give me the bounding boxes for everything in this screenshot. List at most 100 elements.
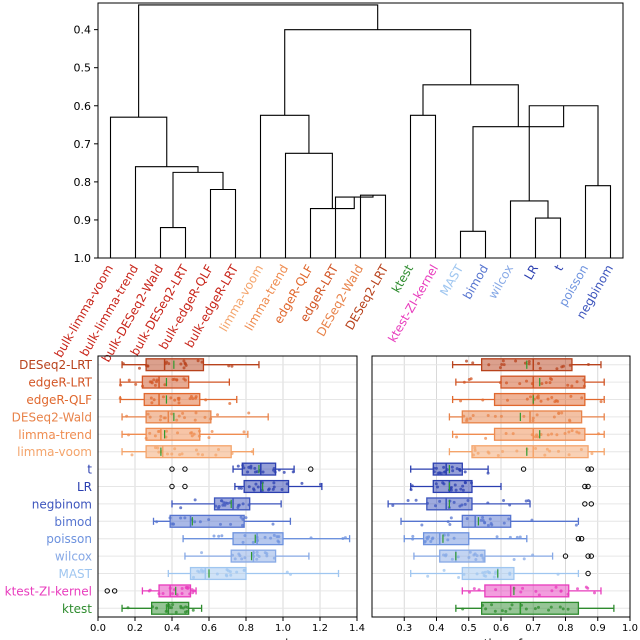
boxplot-point xyxy=(493,609,497,613)
boxplot-xtick-label: 0.7 xyxy=(525,623,541,634)
boxplot-point xyxy=(559,589,563,593)
boxplot-point xyxy=(119,383,123,387)
boxplot-point xyxy=(249,464,253,468)
dendrogram-link xyxy=(422,84,519,127)
boxplot-point xyxy=(543,453,547,457)
boxplot-point xyxy=(481,603,485,607)
boxplot-point xyxy=(561,607,565,611)
dendrogram-ytick-label: 0.4 xyxy=(74,24,92,37)
boxplot-point xyxy=(493,414,497,418)
boxplot-point xyxy=(251,540,255,544)
boxplot-point xyxy=(176,431,180,435)
boxplot-category-label: bimod xyxy=(54,515,92,529)
boxplot-point xyxy=(201,453,205,457)
boxplot-point xyxy=(577,431,581,435)
boxplot-point xyxy=(453,483,457,487)
boxplot-point xyxy=(170,522,174,526)
boxplot-point xyxy=(446,533,450,537)
boxplot-point xyxy=(481,516,485,520)
boxplot-point xyxy=(272,481,276,485)
boxplot-box xyxy=(432,479,473,494)
boxplot-box xyxy=(480,601,580,615)
boxplot-point xyxy=(272,485,276,489)
boxplot-point xyxy=(548,381,552,385)
boxplot-flier xyxy=(169,466,175,472)
boxplot-box xyxy=(461,410,583,424)
boxplot-point xyxy=(518,382,522,386)
boxplot-point xyxy=(535,413,539,417)
boxplot-point xyxy=(214,504,218,508)
boxplot-point xyxy=(544,381,548,385)
boxplot-category-label: limma-voom xyxy=(17,445,92,459)
boxplot-point xyxy=(536,394,540,398)
zeros-boxplot-panel: 0.3 0.4 0.5 0.6 0.7 0.8 0.9 1.0 proportion of ze… xyxy=(371,355,638,640)
boxplot-point xyxy=(271,487,275,491)
boxplot-xlabel: average gene expression xyxy=(152,637,303,640)
boxplot-point xyxy=(568,363,572,367)
boxplot-point xyxy=(501,359,505,363)
boxplot-point xyxy=(158,418,162,422)
boxplot-point xyxy=(452,500,456,504)
boxplot-point xyxy=(166,452,170,456)
dendrogram-ytick-label: 0.6 xyxy=(74,100,92,113)
boxplot-point xyxy=(434,466,438,470)
boxplot-point xyxy=(508,572,512,576)
boxplot-point xyxy=(534,446,538,450)
boxplot-point xyxy=(220,499,224,503)
boxplot-point xyxy=(227,364,231,368)
boxplot-point xyxy=(199,568,203,572)
boxplot-point xyxy=(461,488,465,492)
boxplot-point xyxy=(161,592,165,596)
boxplot-point xyxy=(200,551,204,555)
boxplot-point xyxy=(151,605,155,609)
boxplot-point xyxy=(255,557,259,561)
boxplot-point xyxy=(253,466,257,470)
boxplot-point xyxy=(471,361,475,365)
boxplot-point xyxy=(486,414,490,418)
boxplot-point xyxy=(184,586,188,590)
boxplot-point xyxy=(192,589,196,593)
boxplot-point xyxy=(194,448,198,452)
boxplot-point xyxy=(241,463,245,467)
boxplot-point xyxy=(507,517,511,521)
boxplot-point xyxy=(223,503,227,507)
boxplot-flier xyxy=(585,570,591,577)
boxplot-point xyxy=(159,414,163,418)
boxplot-point xyxy=(471,414,475,418)
boxplot-point xyxy=(462,572,466,576)
boxplot-point xyxy=(492,575,496,579)
boxplot-point xyxy=(263,535,267,539)
boxplot-point xyxy=(546,433,550,437)
boxplot-point xyxy=(190,431,194,435)
boxplot-point xyxy=(225,574,229,578)
boxplot-point xyxy=(169,396,173,400)
boxplot-point xyxy=(203,415,207,419)
boxplot-point xyxy=(280,487,284,491)
boxplot-point xyxy=(567,430,571,434)
boxplot-point xyxy=(217,448,221,452)
boxplot-point xyxy=(484,574,488,578)
boxplot-point xyxy=(527,360,531,364)
boxplot-point xyxy=(465,517,469,521)
boxplot-flier xyxy=(104,588,110,594)
boxplot-point xyxy=(289,572,293,576)
boxplot-point xyxy=(255,550,259,554)
boxplot-point xyxy=(490,603,494,607)
boxplot-point xyxy=(183,416,187,420)
boxplot-point xyxy=(215,572,219,576)
boxplot-point xyxy=(582,378,586,382)
boxplot-flier xyxy=(182,483,188,490)
boxplot-point xyxy=(536,605,540,609)
boxplot-point xyxy=(449,516,453,520)
boxplot-point xyxy=(411,534,415,538)
boxplot-xtick-label: 1.4 xyxy=(349,623,365,634)
boxplot-point xyxy=(411,537,415,541)
boxplot-point xyxy=(196,569,200,573)
boxplot-point xyxy=(539,433,543,437)
boxplot-point xyxy=(474,558,478,562)
boxplot-point xyxy=(557,449,561,453)
boxplot-point xyxy=(486,471,490,475)
boxplot-xtick-label: 0.5 xyxy=(461,623,477,634)
boxplot-point xyxy=(255,535,259,539)
boxplot-point xyxy=(155,606,159,610)
